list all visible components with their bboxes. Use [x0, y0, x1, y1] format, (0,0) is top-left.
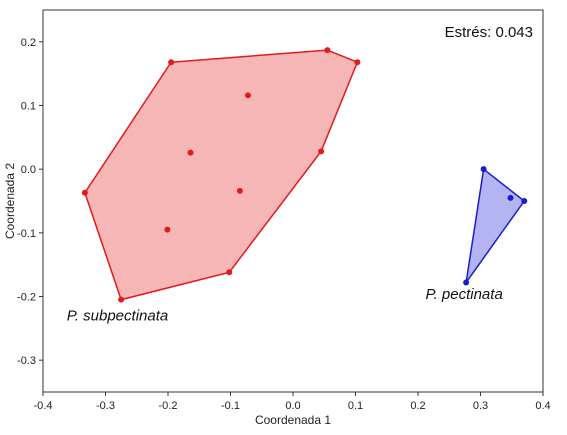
- x-tick-label: 0.4: [535, 400, 550, 412]
- point-series-1-2: [463, 279, 470, 286]
- point-series-0-7: [245, 92, 251, 99]
- y-tick-label: 0.1: [21, 101, 36, 113]
- point-series-1-0: [480, 166, 487, 173]
- x-tick-label: -0.1: [221, 400, 240, 412]
- tick-layer: -0.4 -0.3 -0.2 -0.1 0.0 0.1 0.2 0.3 0.4 -0.3 -0.2 -…: [17, 37, 551, 412]
- y-tick-label: -0.3: [17, 355, 36, 367]
- point-layer: [81, 47, 528, 303]
- x-tick-label: -0.2: [159, 400, 178, 412]
- x-tick-label: -0.4: [34, 400, 53, 412]
- point-series-0-4: [226, 269, 233, 276]
- point-series-0-3: [318, 148, 325, 155]
- point-series-0-0: [168, 59, 175, 66]
- point-series-0-5: [118, 296, 125, 303]
- point-series-0-10: [164, 226, 171, 233]
- hull-layer: [84, 49, 526, 301]
- group-label-p-subpectinata: P. subpectinata: [67, 308, 168, 325]
- y-tick-label: -0.2: [17, 292, 36, 304]
- hull-series-1: [465, 167, 526, 283]
- x-tick-label: 0.1: [348, 400, 363, 412]
- point-series-1-3: [507, 194, 514, 201]
- point-series-0-1: [324, 47, 331, 54]
- point-series-0-2: [354, 59, 361, 66]
- x-tick-label: 0.3: [473, 400, 488, 412]
- x-axis-title: Coordenada 1: [255, 413, 331, 427]
- point-series-1-1: [521, 198, 528, 204]
- point-series-0-6: [81, 189, 88, 196]
- x-tick-label: 0.2: [410, 400, 425, 412]
- x-tick-label: 0.0: [285, 400, 300, 412]
- point-series-0-8: [187, 149, 194, 156]
- y-axis-title: Coordenada 2: [3, 163, 17, 239]
- y-tick-label: 0.0: [21, 164, 36, 176]
- group-label-p-pectinata: P. pectinata: [426, 286, 503, 303]
- hull-series-0: [84, 49, 359, 301]
- y-tick-label: 0.2: [21, 37, 36, 49]
- x-tick-label: -0.3: [96, 400, 115, 412]
- stress-annotation: Estrés: 0.043: [445, 24, 533, 41]
- point-series-0-9: [236, 187, 243, 194]
- y-tick-label: -0.1: [17, 228, 36, 240]
